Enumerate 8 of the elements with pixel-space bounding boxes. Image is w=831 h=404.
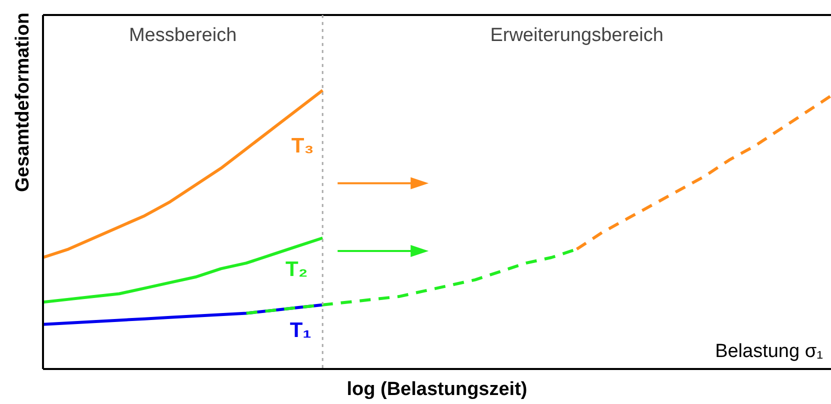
text: Messbereich: [128, 25, 237, 46]
x-axis-title: log (Belastungszeit): [346, 379, 528, 400]
y-axis-title: Gesamtdeformation: [12, 12, 34, 192]
series-label: T₁: [290, 318, 312, 342]
series-label: T₂: [286, 258, 308, 281]
series-label: T₃: [291, 134, 314, 158]
annotation: Belastung σ₁: [715, 341, 823, 362]
text: Erweiterungsbereich: [490, 25, 664, 46]
